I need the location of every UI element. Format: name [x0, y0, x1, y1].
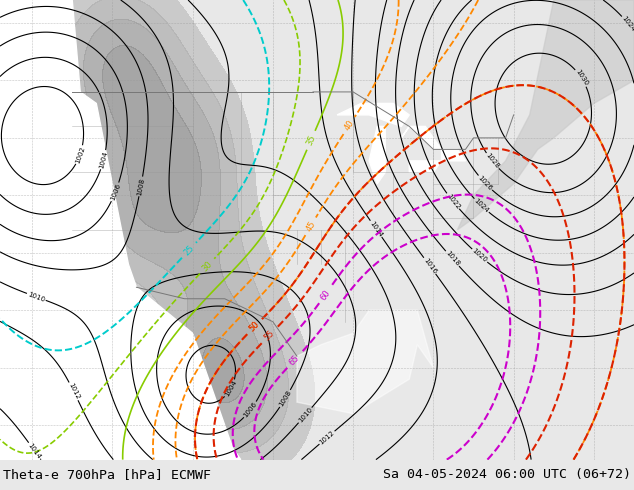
Text: 1014: 1014	[368, 220, 384, 238]
Text: 25: 25	[182, 244, 196, 257]
Text: Sa 04-05-2024 06:00 UTC (06+72): Sa 04-05-2024 06:00 UTC (06+72)	[383, 468, 631, 481]
Text: 1008: 1008	[136, 177, 145, 196]
Polygon shape	[369, 126, 385, 184]
Text: 1026: 1026	[477, 174, 493, 192]
Text: 1030: 1030	[574, 69, 589, 87]
Text: 65: 65	[287, 353, 301, 367]
Text: 1024: 1024	[473, 197, 490, 214]
Text: 60: 60	[318, 288, 332, 302]
Text: 1006: 1006	[243, 401, 259, 419]
Text: 50: 50	[247, 320, 261, 334]
Text: 1002: 1002	[74, 146, 86, 164]
Polygon shape	[337, 103, 410, 126]
Polygon shape	[297, 310, 434, 414]
Text: 1028: 1028	[484, 152, 500, 170]
Text: 35: 35	[305, 134, 317, 147]
Text: 1008: 1008	[278, 389, 292, 408]
Text: 1016: 1016	[422, 257, 437, 275]
Polygon shape	[410, 161, 441, 172]
Text: 1024: 1024	[621, 15, 634, 33]
Text: 1014: 1014	[27, 442, 42, 460]
Text: 45: 45	[304, 220, 317, 233]
Polygon shape	[441, 149, 465, 161]
Text: Theta-e 700hPa [hPa] ECMWF: Theta-e 700hPa [hPa] ECMWF	[3, 468, 211, 481]
Text: 1006: 1006	[109, 182, 122, 201]
Text: 55: 55	[262, 329, 276, 343]
Polygon shape	[0, 0, 241, 460]
Text: 1018: 1018	[444, 250, 460, 268]
Text: 1012: 1012	[318, 430, 336, 446]
Text: 1004: 1004	[224, 379, 238, 398]
Text: 1010: 1010	[297, 406, 313, 424]
Text: 30: 30	[200, 259, 214, 273]
Text: 1020: 1020	[471, 247, 488, 264]
Text: 1012: 1012	[67, 382, 81, 401]
Text: 40: 40	[342, 119, 356, 132]
Text: 1022: 1022	[445, 193, 461, 210]
Polygon shape	[458, 0, 634, 230]
Polygon shape	[401, 126, 441, 149]
Text: 1004: 1004	[98, 150, 108, 169]
Text: 1010: 1010	[27, 291, 46, 303]
Text: 50: 50	[247, 320, 261, 334]
